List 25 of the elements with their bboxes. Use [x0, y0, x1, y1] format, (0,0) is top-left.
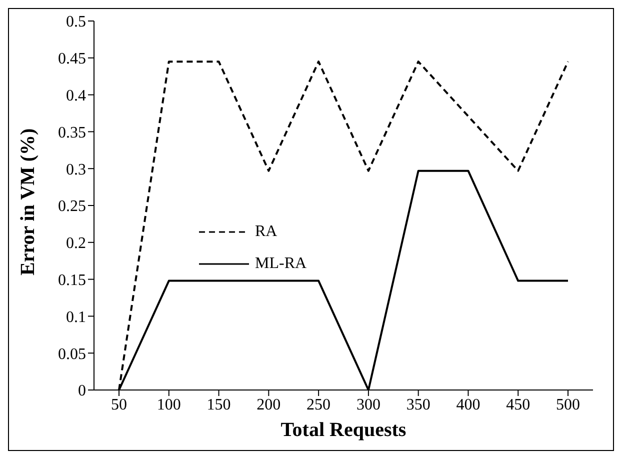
y-tick-label: 0.1 [66, 308, 86, 326]
y-tick-label: 0.25 [58, 198, 86, 216]
y-tick-label: 0.2 [66, 235, 86, 252]
x-tick-label: 350 [406, 396, 430, 414]
x-tick-label: 250 [306, 396, 331, 414]
y-tick-label: 0.3 [66, 161, 86, 178]
x-tick-label: 500 [556, 396, 580, 414]
x-tick-label: 50 [111, 396, 127, 414]
y-tick-label: 0.45 [58, 50, 86, 68]
x-axis-title: Total Requests [280, 419, 406, 441]
y-tick-label: 0.05 [58, 346, 86, 363]
x-tick-label: 400 [456, 396, 480, 414]
x-tick-label: 450 [506, 396, 530, 414]
x-tick-label: 200 [256, 396, 281, 414]
y-tick-label: 0.4 [66, 87, 86, 104]
legend-label: RA [255, 223, 278, 241]
y-tick-label: 0.15 [58, 272, 86, 289]
y-tick-label: 0 [78, 382, 86, 400]
legend-label: ML-RA [255, 255, 307, 273]
y-tick-label: 0.5 [66, 14, 86, 31]
x-tick-label: 300 [356, 396, 380, 414]
x-tick-label: 150 [206, 396, 231, 414]
x-tick-label: 100 [156, 396, 181, 414]
y-tick-label: 0.35 [58, 124, 86, 142]
y-axis-title: Error in VM (%) [17, 128, 40, 276]
